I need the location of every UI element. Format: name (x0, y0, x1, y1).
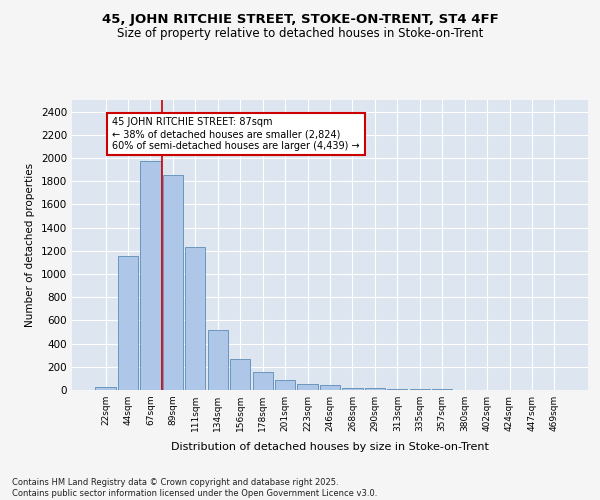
Text: Size of property relative to detached houses in Stoke-on-Trent: Size of property relative to detached ho… (117, 28, 483, 40)
Bar (163, 176, 183, 390)
Bar (208, 330, 228, 390)
Bar (140, 162, 161, 390)
Bar (185, 248, 205, 390)
Bar (230, 358, 250, 390)
Bar (95, 387, 116, 390)
Bar (275, 380, 295, 390)
Bar (365, 388, 385, 390)
Bar (387, 389, 407, 390)
Y-axis label: Number of detached properties: Number of detached properties (25, 163, 35, 327)
X-axis label: Distribution of detached houses by size in Stoke-on-Trent: Distribution of detached houses by size … (171, 442, 489, 452)
Bar (118, 256, 138, 390)
Text: Contains HM Land Registry data © Crown copyright and database right 2025.
Contai: Contains HM Land Registry data © Crown c… (12, 478, 377, 498)
Text: 45, JOHN RITCHIE STREET, STOKE-ON-TRENT, ST4 4FF: 45, JOHN RITCHIE STREET, STOKE-ON-TRENT,… (101, 12, 499, 26)
Bar (320, 386, 340, 390)
Bar (343, 388, 362, 390)
Bar (253, 372, 273, 390)
Bar (298, 384, 317, 390)
Text: 45 JOHN RITCHIE STREET: 87sqm
← 38% of detached houses are smaller (2,824)
60% o: 45 JOHN RITCHIE STREET: 87sqm ← 38% of d… (112, 118, 360, 150)
